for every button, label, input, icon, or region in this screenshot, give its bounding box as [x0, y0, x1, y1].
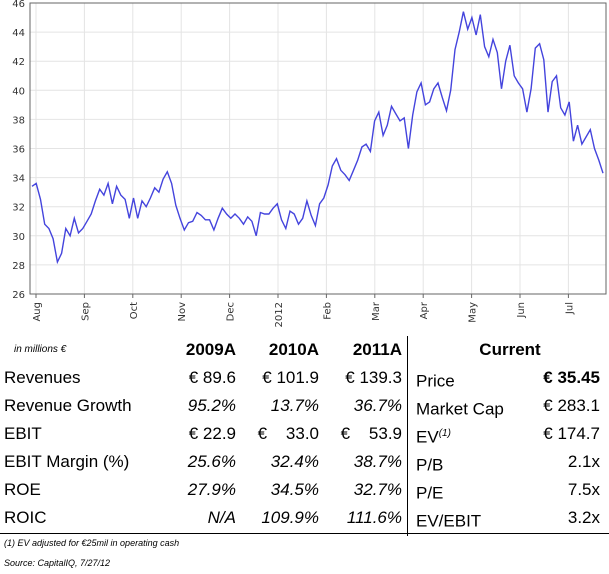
footnote: (1) EV adjusted for €25mil in operating …	[4, 538, 180, 548]
y-tick-label: 28	[12, 261, 25, 272]
value-2009a: € 89.6	[188, 368, 236, 387]
source-note: Source: CapitalIQ, 7/27/12	[4, 558, 111, 568]
value-2009a: 95.2%	[187, 396, 236, 415]
row-label: Revenues	[4, 368, 81, 387]
x-tick-label: Sep	[80, 302, 91, 321]
current-metric-value: € 174.7	[543, 424, 600, 443]
current-metric-value: 3.2x	[567, 508, 600, 527]
header-2010a: 2010A	[268, 340, 319, 359]
current-metric-value: € 283.1	[543, 396, 600, 415]
value-2011a: 111.6%	[346, 508, 402, 527]
y-tick-label: 38	[12, 115, 25, 126]
stock-price-chart: 26 28 30 32 34 36 38 40 42 44 46 Aug Sep Oct Nov Dec 20…	[12, 0, 607, 327]
current-metric-label: Price	[416, 371, 455, 391]
x-tick-label: Jun	[516, 302, 527, 319]
current-metric-label: Market Cap	[416, 399, 504, 419]
x-tick-label: May	[468, 302, 479, 323]
table-row: EBIT € 22.9 € 33.0 € 53.9 EV(1) € 174.7	[0, 420, 609, 448]
current-metric-label: P/B	[416, 455, 444, 475]
value-2010a: 13.7%	[270, 396, 319, 415]
plot-frame	[29, 2, 607, 295]
value-2009a: € 22.9	[188, 424, 236, 443]
x-tick-label: Aug	[32, 302, 43, 322]
y-tick-label: 26	[12, 290, 25, 301]
current-metric-value: 2.1x	[567, 452, 600, 471]
x-tick-label: Apr	[419, 301, 430, 319]
x-tick-label: Oct	[129, 302, 140, 319]
y-tick-label: 46	[12, 0, 25, 10]
current-metric-label: P/E	[416, 483, 444, 503]
table-bottom-rule	[0, 533, 609, 534]
current-metric-value: € 35.45	[543, 368, 600, 387]
column-divider	[407, 336, 408, 536]
value-2011a: 38.7%	[353, 452, 402, 471]
x-tick-label: 2012	[274, 302, 285, 327]
y-tick-label: 36	[12, 145, 25, 156]
row-label: Revenue Growth	[4, 396, 132, 415]
value-2009a: N/A	[207, 508, 236, 527]
current-metric-label: EV/EBIT	[416, 511, 482, 531]
header-2011a: 2011A	[352, 340, 402, 359]
value-2010a: 32.4%	[270, 452, 319, 471]
table-header-row: in millions € 2009A 2010A 2011A Current	[0, 336, 609, 364]
y-tick-label: 30	[12, 232, 25, 243]
value-2009a: 25.6%	[187, 452, 236, 471]
table-row: ROIC N/A 109.9% 111.6% EV/EBIT 3.2x	[0, 504, 609, 532]
value-2010a: 34.5%	[270, 480, 319, 499]
current-metric-label: EV(1)	[416, 427, 451, 447]
x-tick-label: Dec	[226, 302, 237, 321]
table-row: Revenue Growth 95.2% 13.7% 36.7% Market Cap €…	[0, 392, 609, 420]
row-label: EBIT Margin (%)	[4, 452, 130, 471]
value-2010a: € 101.9	[262, 368, 319, 387]
chart-grid	[30, 2, 606, 295]
row-label: ROE	[4, 480, 41, 499]
x-tick-label: Mar	[371, 301, 382, 321]
y-tick-label: 40	[12, 86, 25, 97]
value-2011a: 32.7%	[353, 480, 402, 499]
table-row: EBIT Margin (%) 25.6% 32.4% 38.7% P/B 2.1x	[0, 448, 609, 476]
x-tick-label: Feb	[322, 302, 333, 320]
y-tick-label: 34	[12, 174, 25, 185]
value-2010a: 109.9%	[261, 508, 319, 527]
y-tick-label: 42	[12, 57, 25, 68]
units-note: in millions €	[14, 344, 67, 355]
row-label: ROIC	[4, 508, 47, 527]
y-tick-label: 44	[12, 28, 25, 39]
y-tick-label: 32	[12, 203, 25, 214]
price-series-line	[31, 11, 604, 265]
x-tick-label: Jul	[564, 302, 575, 315]
header-current: Current	[479, 340, 541, 359]
table-row: ROE 27.9% 34.5% 32.7% P/E 7.5x	[0, 476, 609, 504]
x-tick-label: Nov	[177, 302, 188, 322]
value-2011a: 36.7%	[353, 396, 402, 415]
value-2010a: € 33.0	[257, 424, 319, 443]
table-row: Revenues € 89.6 € 101.9 € 139.3 Price € 35.45	[0, 364, 609, 392]
value-2011a: € 53.9	[340, 424, 402, 443]
header-2009a: 2009A	[185, 340, 236, 359]
current-metric-value: 7.5x	[567, 480, 600, 499]
x-axis-ticks: Aug Sep Oct Nov Dec 2012 Feb Mar Apr May Jun Jul	[32, 294, 575, 327]
value-2009a: 27.9%	[187, 480, 236, 499]
footnote-marker: (1)	[438, 428, 451, 439]
value-2011a: € 139.3	[345, 368, 402, 387]
row-label: EBIT	[4, 424, 42, 443]
y-axis-ticks: 26 28 30 32 34 36 38 40 42 44 46	[12, 0, 25, 301]
